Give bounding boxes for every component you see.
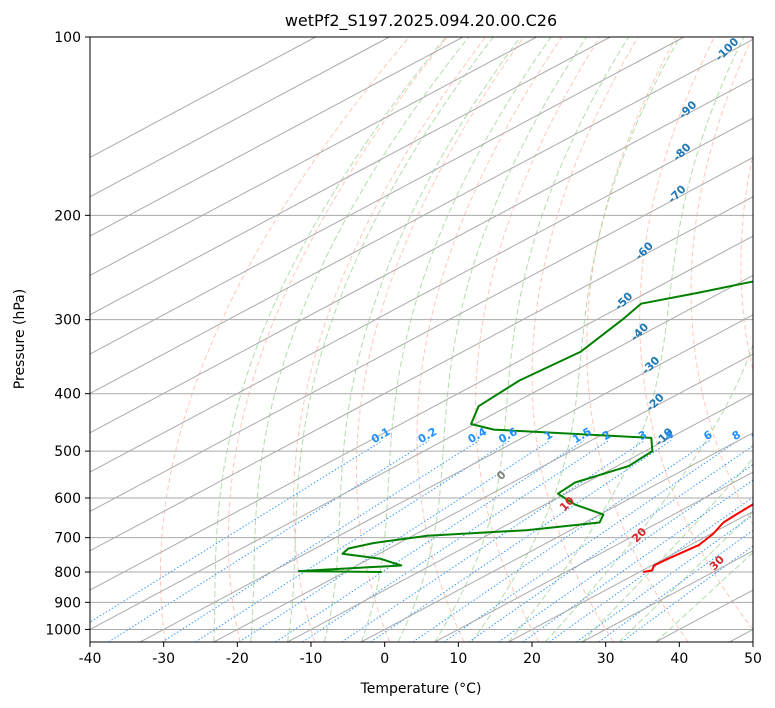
isotherm-line bbox=[139, 314, 753, 642]
y-tick-label: 400 bbox=[54, 387, 81, 403]
moist-adiabat-line bbox=[213, 37, 447, 642]
isotherm-line bbox=[90, 78, 753, 434]
moist-adiabat-line bbox=[544, 342, 753, 642]
isotherm-line bbox=[655, 589, 753, 642]
y-tick-label: 200 bbox=[54, 208, 81, 224]
y-tick-label: 500 bbox=[54, 444, 81, 460]
x-tick-label: -10 bbox=[300, 651, 323, 667]
mixing-ratio-line bbox=[412, 440, 710, 642]
y-tick-label: 800 bbox=[54, 565, 81, 581]
isotherm-line bbox=[434, 471, 753, 642]
dry-adiabat-line bbox=[293, 37, 486, 642]
x-tick-label: -40 bbox=[79, 651, 102, 667]
mixing-ratio-line bbox=[443, 440, 739, 642]
dry-adiabat-line bbox=[356, 37, 525, 642]
isotherm-line bbox=[90, 37, 316, 159]
moist-adiabat-line bbox=[655, 551, 753, 642]
moist-adiabat-line bbox=[323, 37, 521, 642]
mixing-ratio-line bbox=[302, 440, 609, 642]
y-tick-label: 900 bbox=[54, 595, 81, 611]
x-tick-label: 50 bbox=[744, 651, 762, 667]
mixing-ratio-line bbox=[621, 545, 753, 642]
dry-adiabat-line bbox=[160, 37, 410, 642]
mixing-ratio-line bbox=[468, 445, 753, 642]
dry-adiabat-line bbox=[227, 37, 448, 642]
moist-adiabat-line bbox=[508, 37, 745, 642]
isotherm-line bbox=[90, 37, 685, 355]
dewpoint-profile-line bbox=[297, 280, 753, 573]
dry-adiabat-zero-label: 0 bbox=[494, 468, 509, 483]
isotherm-line bbox=[213, 353, 753, 642]
mixing-ratio-label: 8 bbox=[730, 428, 743, 443]
isotherm-line bbox=[90, 196, 753, 552]
dry-adiabat-line bbox=[474, 37, 601, 642]
mixing-ratio-line bbox=[370, 440, 672, 642]
moist-adiabat-line bbox=[397, 37, 587, 642]
mixing-ratio-line bbox=[498, 463, 753, 642]
mixing-ratio-label: 3 bbox=[636, 428, 649, 443]
dry-adiabat-label: 20 bbox=[629, 525, 649, 545]
mixing-ratio-label: 0.2 bbox=[416, 425, 439, 446]
isotherm-line bbox=[90, 235, 753, 591]
isotherm-line bbox=[360, 432, 753, 642]
isotherm-line bbox=[90, 274, 753, 631]
y-tick-label: 1000 bbox=[45, 622, 81, 638]
isotherm-line bbox=[287, 392, 753, 642]
mixing-ratio-line bbox=[549, 496, 753, 642]
moist-adiabat-line bbox=[434, 37, 629, 642]
mixing-ratio-label: 1 bbox=[542, 428, 555, 443]
mixing-ratio-line bbox=[522, 479, 753, 642]
x-axis-label: Temperature (°C) bbox=[360, 681, 482, 697]
moist-adiabat-line bbox=[287, 37, 494, 642]
y-tick-label: 100 bbox=[54, 30, 81, 46]
mixing-ratio-line bbox=[275, 440, 585, 642]
isotherm-line bbox=[90, 156, 753, 513]
dry-adiabat-line bbox=[690, 37, 753, 526]
x-tick-label: 40 bbox=[670, 651, 688, 667]
plot-area: -100-90-80-70-60-50-40-30-20-100.1 0.2 0.4… bbox=[90, 35, 769, 642]
mixing-ratio-line bbox=[239, 440, 551, 642]
temperature-profile-line bbox=[643, 503, 753, 573]
mixing-ratio-label: 1.5 bbox=[570, 425, 593, 446]
mixing-ratio-line bbox=[576, 514, 753, 642]
mixing-ratio-line bbox=[195, 440, 510, 642]
dry-adiabat-line bbox=[531, 37, 639, 642]
dry-adiabat-line bbox=[416, 37, 563, 642]
dry-adiabat-line bbox=[740, 152, 753, 373]
x-tick-label: 10 bbox=[449, 651, 467, 667]
isotherm-line bbox=[90, 37, 464, 237]
isotherm-line bbox=[508, 510, 753, 642]
mixing-ratio-label: 0.6 bbox=[496, 425, 520, 446]
y-tick-label: 600 bbox=[54, 491, 81, 507]
x-tick-label: 30 bbox=[597, 651, 615, 667]
mixing-ratio-line bbox=[162, 440, 480, 642]
moist-adiabat-line bbox=[250, 37, 470, 642]
x-tick-label: 20 bbox=[523, 651, 541, 667]
y-axis-label: Pressure (hPa) bbox=[12, 289, 28, 389]
moist-adiabat-line bbox=[471, 37, 681, 642]
plot-frame bbox=[89, 36, 754, 643]
mixing-ratio-line bbox=[108, 440, 430, 642]
isotherm-line bbox=[90, 37, 611, 316]
isotherm-label: -100 bbox=[713, 35, 742, 64]
isotherm-line bbox=[90, 37, 537, 277]
isotherm-line bbox=[90, 38, 753, 395]
x-tick-label: -20 bbox=[226, 651, 249, 667]
isotherm-line bbox=[90, 37, 390, 198]
mixing-ratio-line bbox=[90, 440, 383, 623]
isotherm-line bbox=[90, 117, 753, 473]
dry-adiabat-line bbox=[639, 37, 753, 631]
dry-adiabat-label: 30 bbox=[707, 553, 727, 573]
mixing-ratio-label: 0.1 bbox=[369, 425, 392, 446]
x-tick-label: -30 bbox=[152, 651, 175, 667]
x-tick-label: 0 bbox=[380, 651, 389, 667]
y-tick-label: 300 bbox=[54, 313, 81, 329]
mixing-ratio-label: 10 bbox=[749, 426, 769, 445]
moist-adiabat-line bbox=[581, 457, 753, 642]
chart-title: wetPf2_S197.2025.094.20.00.C26 bbox=[285, 11, 557, 31]
y-tick-label: 700 bbox=[54, 531, 81, 547]
moist-adiabat-line bbox=[360, 37, 552, 642]
